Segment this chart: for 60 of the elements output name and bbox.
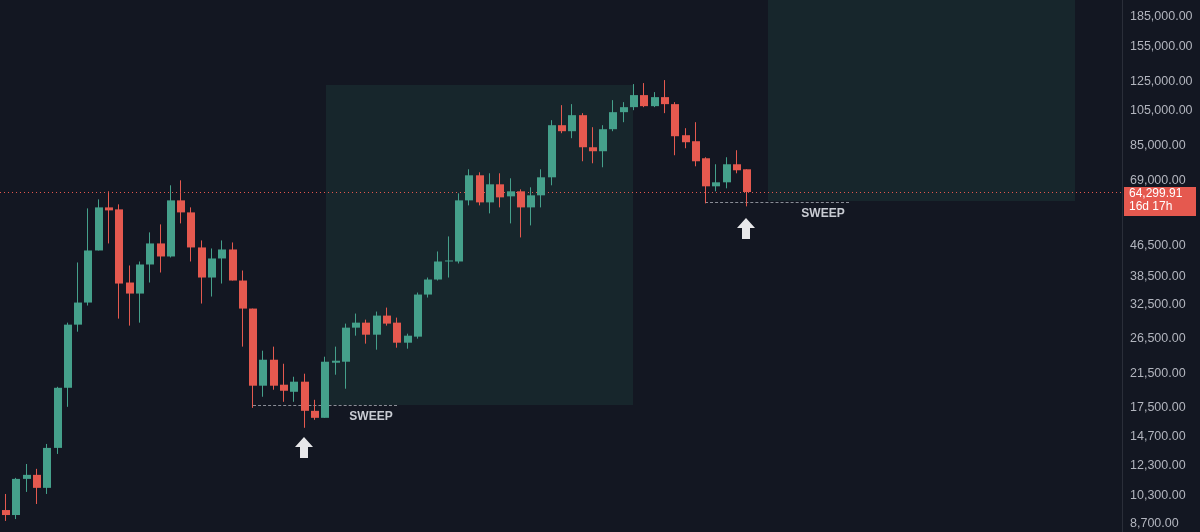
- ref-line-label: 64,299.91 16d 17h: [1129, 186, 1183, 214]
- y-tick-label: 14,700.00: [1130, 428, 1186, 443]
- y-tick-label: 32,500.00: [1130, 297, 1186, 312]
- candlestick: [177, 179, 185, 224]
- candlestick: [352, 313, 360, 337]
- y-tick-label: 12,300.00: [1130, 458, 1186, 473]
- y-tick-label: 125,000.00: [1130, 74, 1193, 89]
- candlestick: [332, 346, 340, 376]
- candlestick: [290, 376, 298, 403]
- candlestick: [383, 307, 391, 327]
- candlestick: [362, 319, 370, 345]
- y-tick-label: 26,500.00: [1130, 331, 1186, 346]
- candlestick: [434, 250, 442, 282]
- y-tick-label: 17,500.00: [1130, 399, 1186, 414]
- annotation: SWEEP: [349, 409, 393, 424]
- candlestick: [393, 317, 401, 349]
- candlestick: [712, 163, 720, 192]
- candlestick: [146, 231, 154, 284]
- candlestick: [373, 311, 381, 351]
- candlestick: [424, 277, 432, 299]
- candlestick: [105, 190, 113, 244]
- y-tick-label: 38,500.00: [1130, 269, 1186, 284]
- y-tick-label: 10,300.00: [1130, 487, 1186, 502]
- annotation: SWEEP: [801, 206, 845, 221]
- candlestick: [661, 79, 669, 114]
- candlestick: [620, 101, 628, 123]
- candlestick: [723, 156, 731, 189]
- candlestick: [527, 186, 535, 226]
- candlestick: [537, 168, 545, 208]
- candlestick: [589, 126, 597, 164]
- y-tick-label: 46,500.00: [1130, 238, 1186, 253]
- candlestick: [311, 399, 319, 421]
- candlestick: [445, 235, 453, 279]
- candlestick: [558, 104, 566, 134]
- candlestick: [599, 124, 607, 168]
- candlestick: [507, 177, 515, 224]
- candlestick: [280, 363, 288, 403]
- y-tick-label: 85,000.00: [1130, 138, 1186, 153]
- candlestick: [692, 121, 700, 167]
- candlestick: [208, 247, 216, 298]
- candlestick: [157, 223, 165, 274]
- y-tick-label: 155,000.00: [1130, 38, 1193, 53]
- candlestick: [630, 83, 638, 111]
- y-tick-label: 8,700.00: [1130, 515, 1179, 530]
- y-tick-label: 21,500.00: [1130, 365, 1186, 380]
- candlestick: [609, 99, 617, 132]
- candlestick: [486, 172, 494, 214]
- candlestick: [2, 493, 10, 522]
- y-tick-label: 105,000.00: [1130, 103, 1193, 118]
- candlestick: [218, 239, 226, 285]
- candlestick: [33, 468, 41, 505]
- candlestick: [733, 149, 741, 174]
- candlestick: [640, 82, 648, 108]
- candlestick: [23, 463, 31, 493]
- y-tick-label: 69,000.00: [1130, 172, 1186, 187]
- y-tick-label: 185,000.00: [1130, 9, 1193, 24]
- candlestick: [126, 265, 134, 327]
- candlestick: [568, 103, 576, 139]
- candlestick: [74, 261, 82, 333]
- candlestick: [682, 127, 690, 149]
